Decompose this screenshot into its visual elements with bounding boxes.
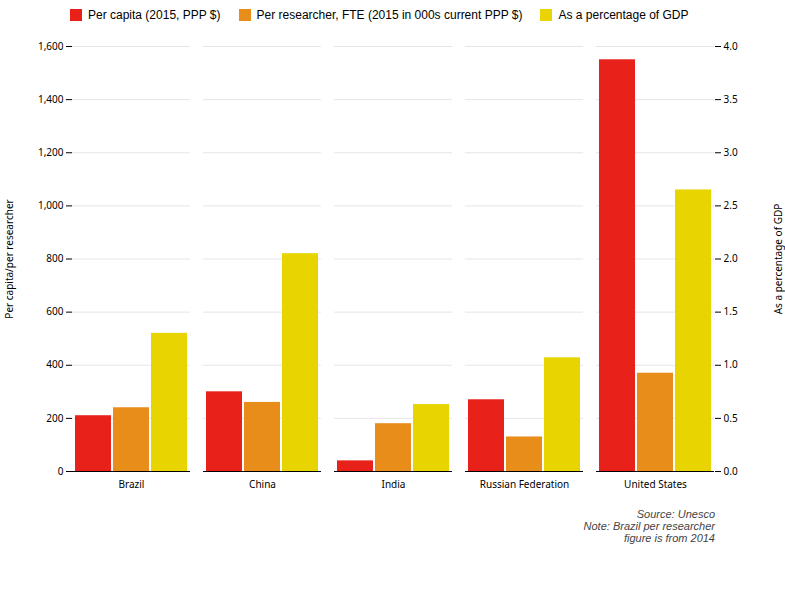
svg-text:3.5: 3.5: [724, 92, 738, 106]
svg-text:0.5: 0.5: [724, 411, 738, 425]
svg-text:0: 0: [58, 464, 64, 478]
svg-text:As a percentage of GDP: As a percentage of GDP: [771, 204, 785, 315]
svg-text:1,600: 1,600: [38, 39, 64, 53]
svg-text:600: 600: [46, 304, 63, 318]
svg-text:1,400: 1,400: [38, 92, 64, 106]
html-text:Per capita (2015, PPP $): Per capita (2015, PPP $): [88, 8, 221, 22]
svg-text:800: 800: [46, 251, 63, 265]
html-text:Source: Unesco Note: Brazil pe: Source: Unesco Note: Brazil per research…: [583, 508, 715, 544]
svg-text:Brazil: Brazil: [119, 477, 145, 491]
svg-text:1,000: 1,000: [38, 198, 64, 212]
svg-text:Per capita/per researcher: Per capita/per researcher: [2, 199, 16, 318]
svg-text:1,200: 1,200: [38, 145, 64, 159]
html-text:Per researcher, FTE (2015 in 0: Per researcher, FTE (2015 in 000s curren…: [256, 8, 523, 22]
svg-text:China: China: [249, 477, 276, 491]
svg-text:2.5: 2.5: [724, 198, 738, 212]
svg-text:1.5: 1.5: [724, 304, 738, 318]
svg-text:4.0: 4.0: [724, 39, 738, 53]
svg-text:400: 400: [46, 357, 63, 371]
svg-text:Russian Federation: Russian Federation: [480, 477, 570, 491]
svg-text:3.0: 3.0: [724, 145, 738, 159]
svg-text:United States: United States: [624, 477, 687, 491]
svg-text:2.0: 2.0: [724, 251, 738, 265]
svg-text:1.0: 1.0: [724, 357, 738, 371]
svg-text:0.0: 0.0: [724, 464, 738, 478]
svg-text:India: India: [382, 477, 406, 491]
html-text:As a percentage of GDP: As a percentage of GDP: [558, 8, 689, 22]
svg-text:200: 200: [46, 411, 63, 425]
